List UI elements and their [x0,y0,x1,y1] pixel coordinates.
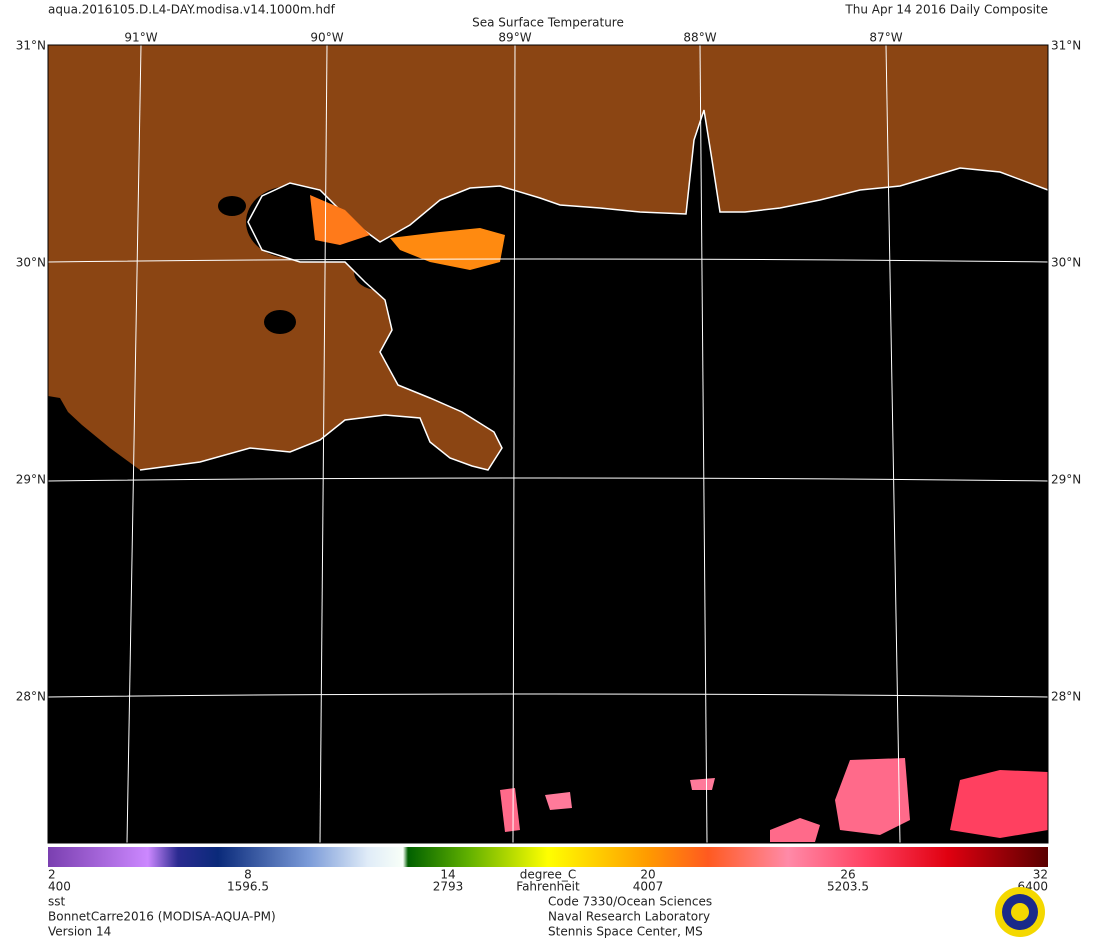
footer-text: Code 7330/Ocean Sciences [548,895,712,909]
lon-label: 87°W [869,31,902,45]
lat-label: 29°N [1051,473,1081,487]
file-name: aqua.2016105.D.L4-DAY.modisa.v14.1000m.h… [48,3,336,17]
lon-label: 90°W [310,31,343,45]
logo-emblem [1011,903,1029,921]
warm-patch [500,788,520,832]
footer-text: Version 14 [48,925,111,939]
colorbar-tick: 2 [48,868,56,882]
colorbar-tick-f: 4007 [633,880,664,894]
warm-patch [690,778,715,790]
colorbar-tick-f: 2793 [433,880,464,894]
colorbar-tick-f: 1596.5 [227,880,269,894]
land [48,45,1048,470]
lat-label: 30°N [1051,256,1081,270]
graticule [47,44,1049,844]
footer-left: sst BonnetCarre2016 (MODISA-AQUA-PM) Ver… [48,895,276,939]
warm-patch [950,770,1048,838]
colorbar-tick: 26 [840,868,855,882]
warm-patch [835,758,910,835]
lake [354,254,402,290]
lon-label: 88°W [683,31,716,45]
footer-text: BonnetCarre2016 (MODISA-AQUA-PM) [48,910,276,924]
colorbar-tick: 14 [440,868,455,882]
map [47,44,1049,844]
lon-label: 91°W [124,31,157,45]
map-title: Sea Surface Temperature [472,16,624,30]
colorbar-tick: 20 [640,868,655,882]
unit: degree_C [520,868,576,882]
lat-label: 31°N [16,39,46,53]
warm-patch [770,818,820,842]
lat-label: 29°N [16,473,46,487]
coastline [139,109,1049,471]
footer-text: Stennis Space Center, MS [548,925,703,939]
lat-label: 28°N [16,690,46,704]
lat-label: 31°N [1051,39,1081,53]
footer-right: Code 7330/Ocean Sciences Naval Research … [548,895,712,939]
lon-label: 89°W [498,31,531,45]
longitude-labels: 91°W 90°W 89°W 88°W 87°W [124,31,902,45]
meridian [126,44,142,844]
date: Thu Apr 14 2016 Daily Composite [844,3,1048,17]
colorbar-tick: 32 [1033,868,1048,882]
meridian [319,44,328,844]
parallel [47,258,1049,263]
lat-label: 30°N [16,256,46,270]
latitude-labels: 31°N 30°N 29°N 28°N 31°N 30°N 29°N 28°N [16,39,1082,704]
lat-label: 28°N [1051,690,1081,704]
footer-text: Naval Research Laboratory [548,910,710,924]
lake [264,310,296,334]
lake [218,196,246,216]
colorbar [48,847,1048,867]
colorbar-tick: 8 [244,868,252,882]
colorbar-tick-f: 400 [48,880,71,894]
parallel [47,477,1049,482]
alt-unit: Fahrenheit [516,880,580,894]
colorbar-tick-f: 5203.5 [827,880,869,894]
meridian [512,44,516,844]
meridian [699,44,708,844]
logo [995,887,1045,937]
map-frame [47,44,1049,844]
footer-text: sst [48,895,66,909]
parallel [47,693,1049,698]
warm-patch [545,792,572,810]
meridian [885,44,901,844]
